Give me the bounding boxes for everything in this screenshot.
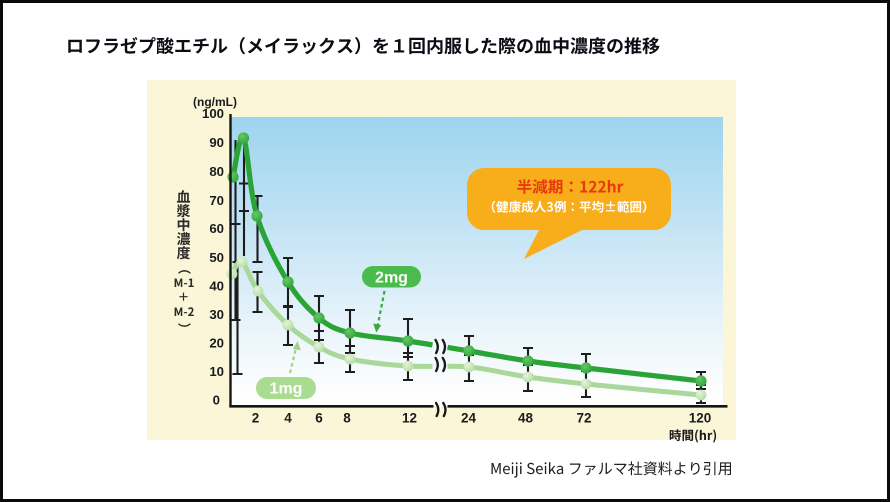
svg-text:72: 72: [576, 411, 591, 426]
svg-text:10: 10: [209, 364, 224, 379]
svg-text:40: 40: [209, 279, 224, 294]
svg-text:12: 12: [402, 411, 417, 426]
svg-text:20: 20: [209, 336, 224, 351]
svg-text:60: 60: [209, 221, 224, 236]
svg-text:90: 90: [209, 135, 224, 150]
svg-text:120: 120: [689, 411, 712, 426]
svg-text:0: 0: [213, 393, 220, 408]
svg-text:50: 50: [209, 250, 224, 265]
svg-text:2: 2: [252, 411, 260, 426]
svg-text:8: 8: [343, 411, 351, 426]
svg-text:80: 80: [209, 164, 224, 179]
svg-text:6: 6: [315, 411, 323, 426]
svg-text:30: 30: [209, 307, 224, 322]
svg-text:2mg: 2mg: [375, 270, 408, 287]
svg-text:4: 4: [284, 411, 292, 426]
svg-text:100: 100: [202, 106, 224, 121]
svg-text:(ng/mL): (ng/mL): [193, 95, 237, 109]
svg-text:70: 70: [209, 193, 224, 208]
svg-text:48: 48: [518, 411, 534, 426]
svg-text:1mg: 1mg: [270, 381, 303, 398]
svg-text:24: 24: [461, 411, 477, 426]
